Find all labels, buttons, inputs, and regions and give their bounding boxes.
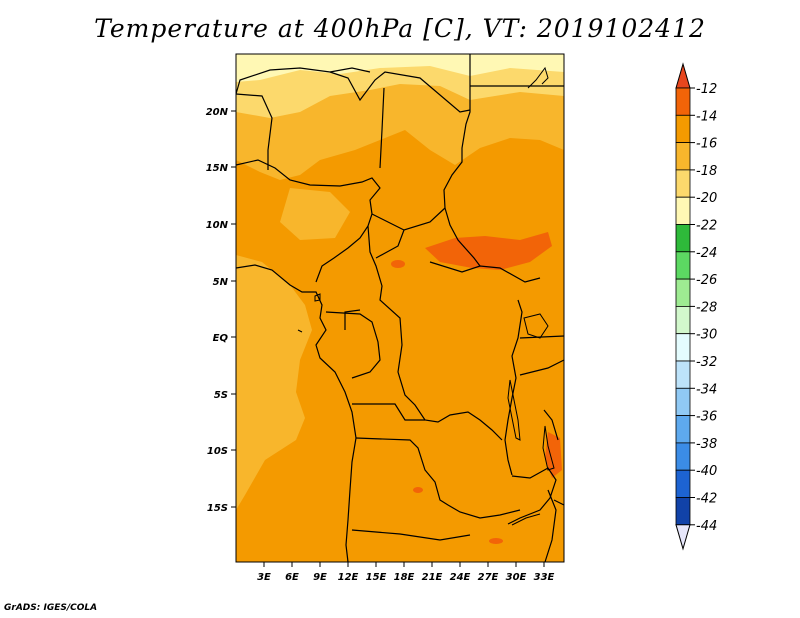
lon-label: 24E [450,572,471,583]
field-band-14-small-a [391,260,405,268]
colorbar-box [675,196,691,225]
colorbar: -12 -14 -16 -18 -20 -22 -24 -26 -28 -30 -32 -34 -36 -… [675,62,717,551]
colorbar-box [675,305,691,335]
colorbar-label: -44 [696,519,717,534]
colorbar-top-arrow [675,62,691,89]
colorbar-label: -24 [696,246,717,261]
colorbar-label: -36 [696,410,717,425]
colorbar-box [675,114,691,144]
lon-label: 27E [478,572,499,583]
colorbar-label: -22 [696,219,717,234]
colorbar-box [675,387,691,416]
colorbar-box [675,442,691,471]
lon-label: 18E [394,572,415,583]
colorbar-box [675,169,691,198]
lon-label: 3E [257,572,271,583]
country-boundaries [236,54,564,562]
field-band-14-lake [545,432,562,478]
lat-axis: 20N 15N 10N 5N EQ 5S 10S 15S [206,107,236,514]
lat-label: 10S [207,446,228,457]
map-frame [235,53,565,563]
colorbar-label: -42 [696,492,717,507]
lat-label: 5N [213,277,229,288]
colorbar-label: -14 [696,109,717,124]
lat-label: 15N [206,163,229,174]
lat-label: 10N [206,220,229,231]
colorbar-label: -30 [696,328,717,343]
temperature-field [236,54,564,562]
colorbar-box [675,415,691,444]
lon-label: 6E [285,572,299,583]
colorbar-box [675,497,691,526]
colorbar-label: -26 [696,273,717,288]
lat-label: 15S [207,503,228,514]
colorbar-label: -16 [696,137,717,152]
lon-label: 30E [506,572,527,583]
colorbar-label: -34 [696,382,717,397]
colorbar-box [675,278,691,307]
field-band-14-small-c [489,538,503,544]
colorbar-label: -20 [696,191,717,206]
lat-label: 20N [206,107,229,118]
colorbar-label: -38 [696,437,717,452]
colorbar-label: -32 [696,355,717,370]
colorbar-box [675,224,691,253]
colorbar-label: -18 [696,164,717,179]
lat-label: EQ [213,333,229,344]
grads-credit: GrADS: IGES/COLA [4,603,98,613]
colorbar-box [675,251,691,280]
field-band-20-north [236,54,564,82]
colorbar-box [675,142,691,171]
chart-title: Temperature at 400hPa [C], VT: 201910241… [94,14,706,43]
lon-label: 15E [366,572,387,583]
colorbar-label: -12 [696,82,717,97]
lon-label: 9E [313,572,327,583]
colorbar-box [675,87,691,116]
lakes [297,66,555,526]
field-band-14-sahel [425,232,552,270]
lon-label: 33E [534,572,555,583]
colorbar-box [675,333,691,362]
field-band-14-small-b [413,487,423,493]
lon-label: 21E [422,572,443,583]
field-band-16-central [280,188,350,240]
colorbar-label: -40 [696,464,717,479]
lon-label: 12E [338,572,359,583]
colorbar-box [675,360,691,389]
field-band-16-west [236,255,312,510]
lon-axis: 3E 6E 9E 12E 15E 18E 21E 24E 27E 30E 33E [257,562,555,583]
colorbar-label: -28 [696,300,717,315]
lat-label: 5S [214,390,228,401]
colorbar-bottom-arrow [675,524,691,551]
colorbar-box [675,469,691,498]
